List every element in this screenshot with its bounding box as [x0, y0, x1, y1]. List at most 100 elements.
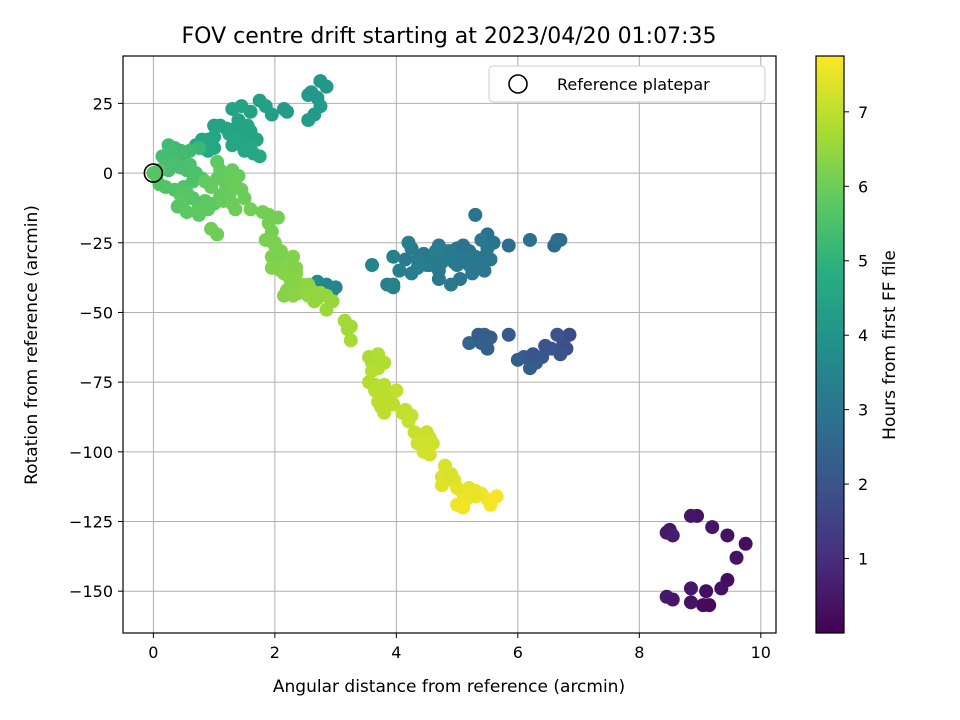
data-point [228, 129, 243, 144]
data-point [386, 249, 401, 264]
data-point [365, 363, 380, 378]
data-point [468, 207, 483, 222]
data-point [501, 238, 516, 253]
x-tick-label: 2 [270, 643, 280, 662]
data-point [389, 383, 404, 398]
data-point [340, 322, 355, 337]
data-point [416, 433, 431, 448]
data-point [210, 227, 225, 242]
data-point [526, 347, 541, 362]
data-point [368, 383, 383, 398]
data-point [738, 536, 753, 551]
y-tick-label: −75 [79, 373, 113, 392]
data-point [276, 288, 291, 303]
data-point [410, 260, 425, 275]
data-point [462, 336, 477, 351]
data-point [365, 258, 380, 273]
data-point [428, 244, 443, 259]
plot-frame [122, 55, 777, 634]
legend-marker [508, 74, 528, 94]
data-point [510, 352, 525, 367]
x-axis-ticks: 0 2 4 6 8 10 [148, 633, 771, 662]
data-point [243, 124, 258, 139]
data-point [522, 232, 537, 247]
data-point [447, 255, 462, 270]
y-tick-label: 25 [93, 94, 113, 113]
data-point [453, 271, 468, 286]
x-tick-label: 10 [751, 643, 771, 662]
data-point [489, 489, 504, 504]
y-tick-label: −50 [79, 303, 113, 322]
data-point [228, 202, 243, 217]
data-point [398, 252, 413, 267]
data-point [319, 302, 334, 317]
chart-title: FOV centre drift starting at 2023/04/20 … [182, 24, 717, 49]
data-point [210, 154, 225, 169]
colorbar-tick-label: 4 [858, 326, 868, 345]
data-point [307, 294, 322, 309]
data-point [480, 333, 495, 348]
x-tick-label: 8 [634, 643, 644, 662]
legend-label: Reference platepar [557, 75, 710, 94]
data-point [431, 271, 446, 286]
data-point [273, 246, 288, 261]
colorbar-tick-label: 6 [858, 177, 868, 196]
data-point [538, 338, 553, 353]
data-point [276, 101, 291, 116]
x-tick-label: 0 [148, 643, 158, 662]
data-point [477, 249, 492, 264]
data-point [550, 232, 565, 247]
data-point [243, 202, 258, 217]
y-axis-label: Rotation from reference (arcmin) [22, 205, 42, 485]
data-point [179, 205, 194, 220]
data-point [270, 210, 285, 225]
data-point [550, 327, 565, 342]
data-point [422, 447, 437, 462]
data-point [440, 244, 455, 259]
colorbar-tick-label: 3 [858, 401, 868, 420]
colorbar-tick-label: 1 [858, 550, 868, 569]
colorbar: 1 2 3 4 5 6 7 Hours from first FF file [815, 55, 900, 634]
data-point [252, 93, 267, 108]
data-point [468, 489, 483, 504]
data-point [225, 101, 240, 116]
data-point [720, 528, 735, 543]
data-point [191, 207, 206, 222]
colorbar-tick-label: 5 [858, 252, 868, 271]
colorbar-gradient [815, 55, 845, 634]
x-axis-label: Angular distance from reference (arcmin) [273, 677, 625, 697]
data-point [207, 140, 222, 155]
scatter-points [146, 74, 753, 613]
data-point [207, 118, 222, 133]
data-point [237, 191, 252, 206]
data-point [434, 478, 449, 493]
data-point [377, 405, 392, 420]
data-point [286, 249, 301, 264]
data-point [252, 149, 267, 164]
colorbar-label: Hours from first FF file [880, 250, 900, 440]
data-point [699, 584, 714, 599]
y-tick-label: 0 [103, 164, 113, 183]
data-point [683, 581, 698, 596]
data-point [392, 263, 407, 278]
data-point [522, 361, 537, 376]
data-point [444, 467, 459, 482]
data-point [401, 414, 416, 429]
data-point [714, 581, 729, 596]
data-point [343, 333, 358, 348]
data-point [501, 327, 516, 342]
data-point [705, 520, 720, 535]
data-point [665, 592, 680, 607]
legend: Reference platepar [488, 65, 766, 103]
data-point [386, 280, 401, 295]
data-point [683, 595, 698, 610]
y-tick-label: −25 [79, 234, 113, 253]
y-tick-label: −150 [69, 582, 113, 601]
data-point [683, 508, 698, 523]
y-axis-ticks: 25 0 −25 −50 −75 −100 −125 −150 [69, 94, 123, 601]
data-point [462, 258, 477, 273]
data-point [665, 528, 680, 543]
x-tick-label: 4 [391, 643, 401, 662]
data-point [401, 235, 416, 250]
